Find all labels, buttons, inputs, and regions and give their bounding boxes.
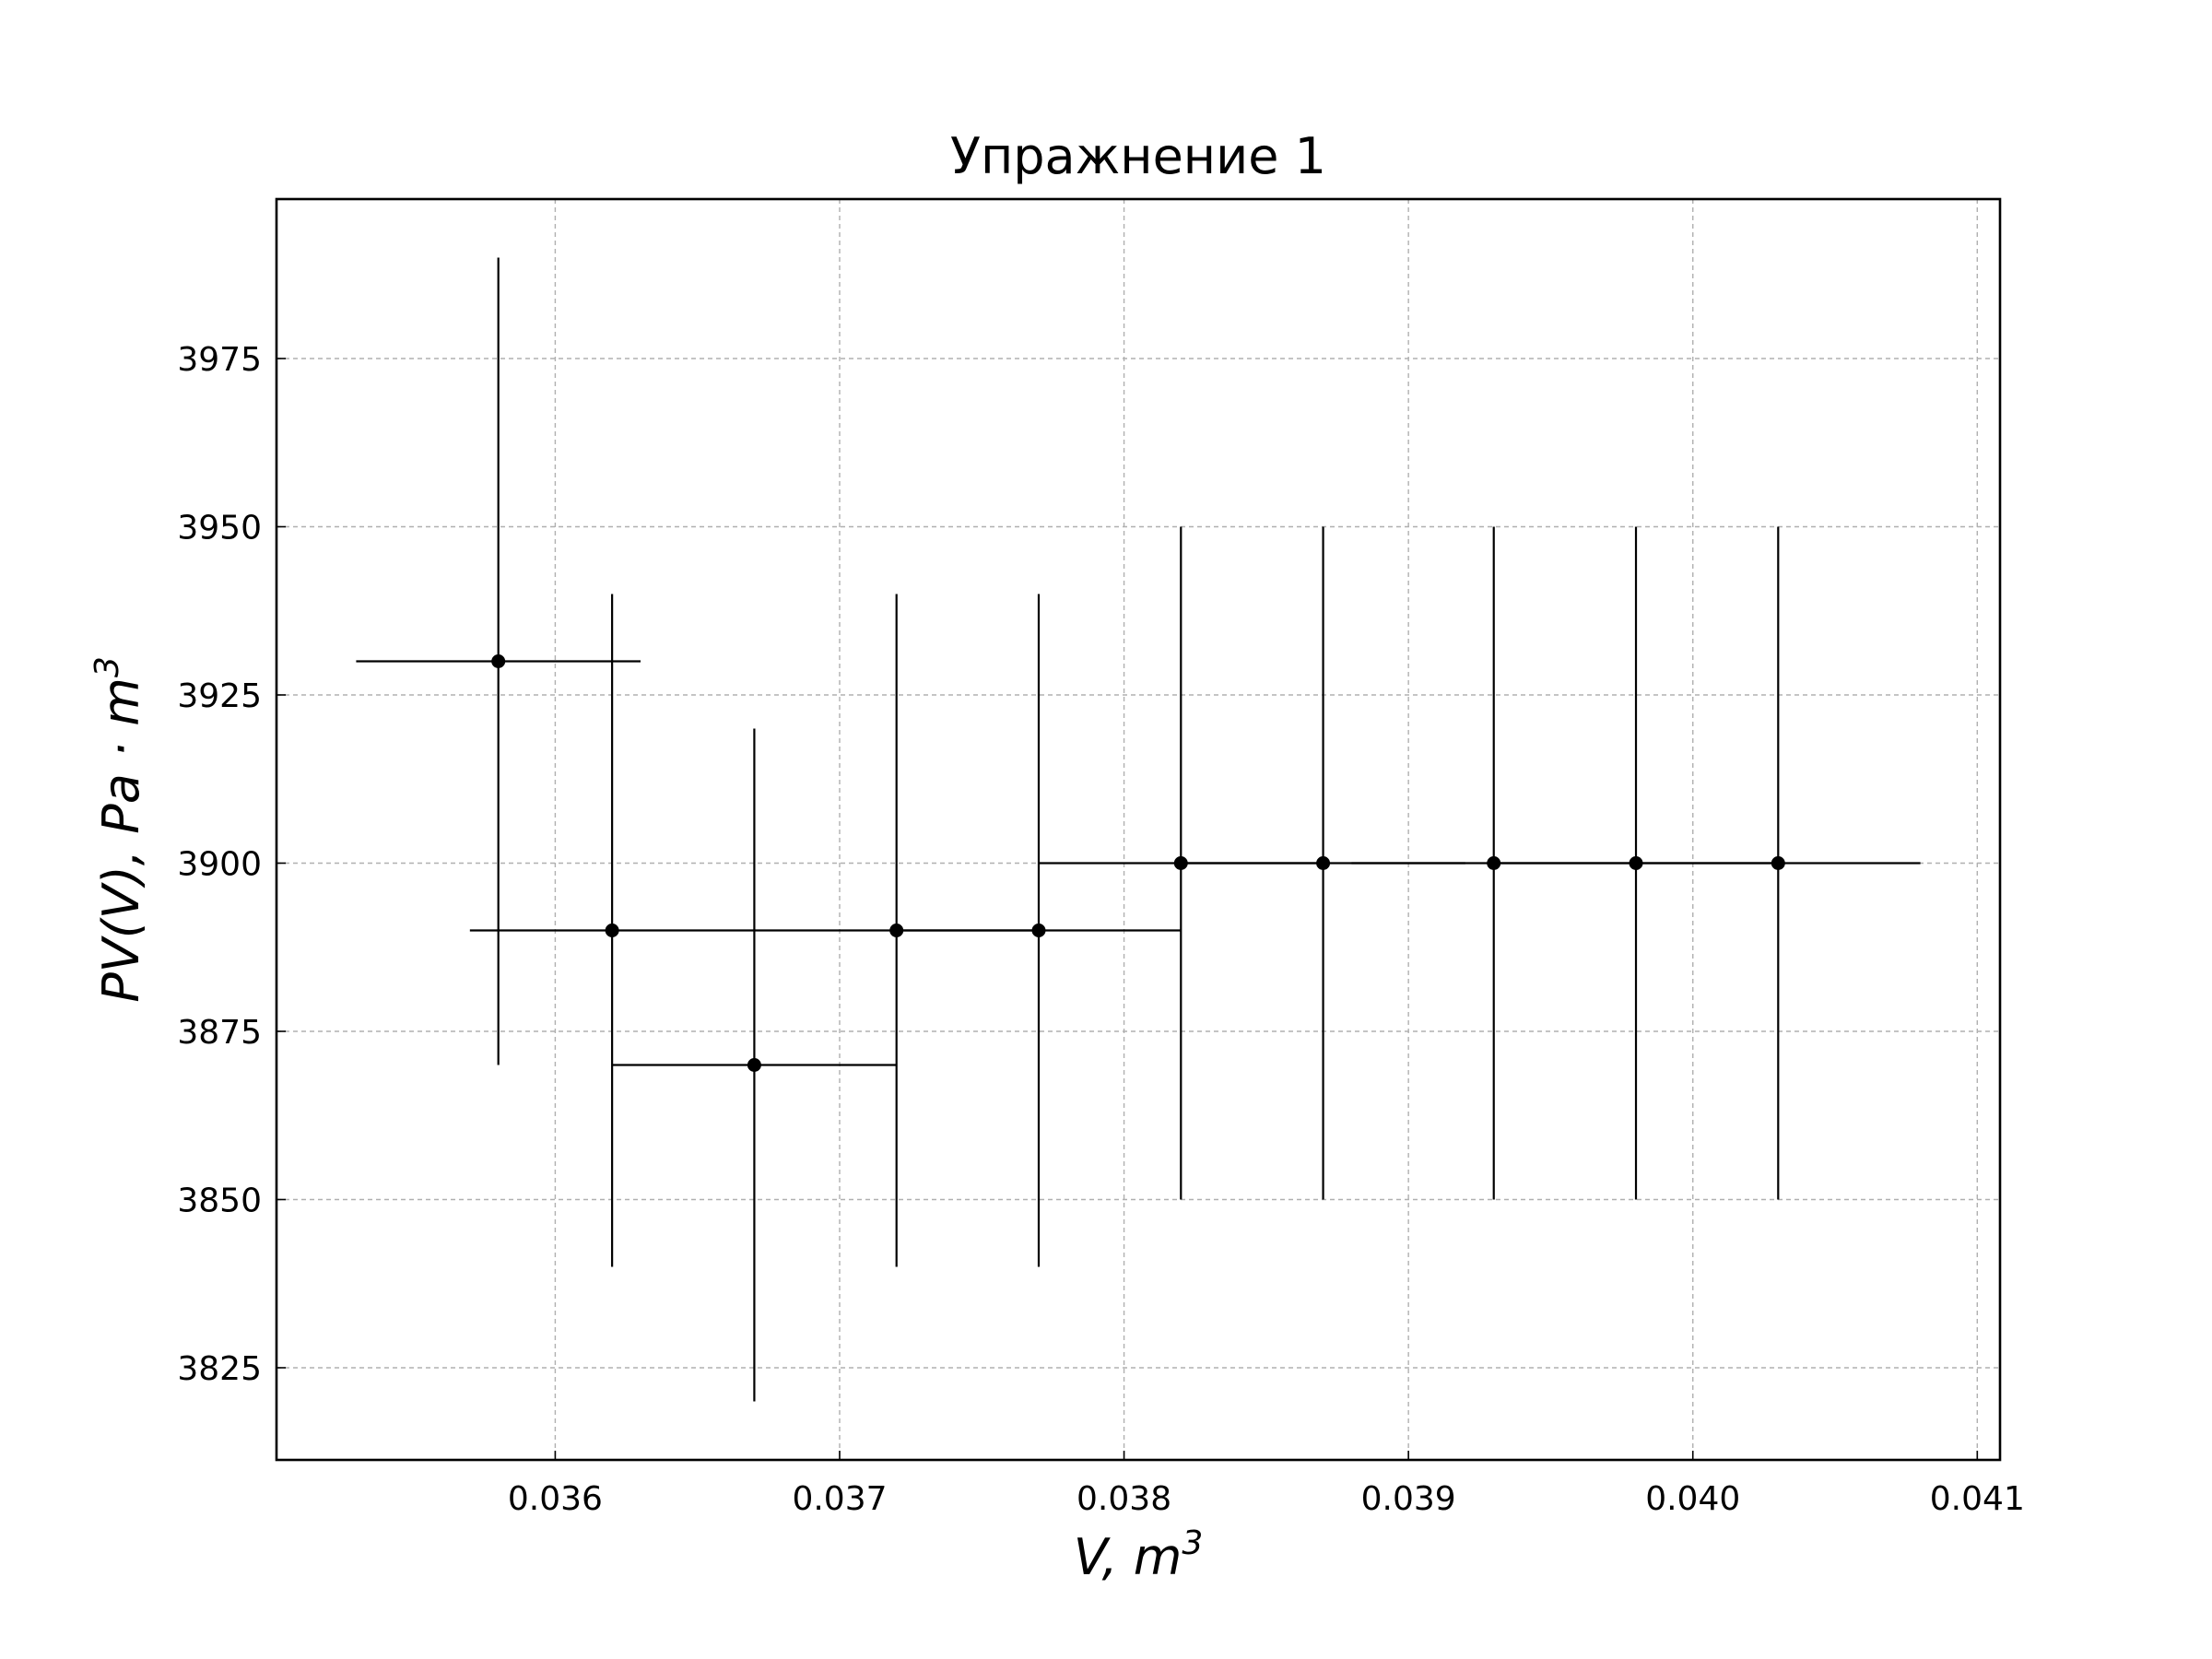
- x-tick-label: 0.037: [792, 1480, 887, 1518]
- data-point: [747, 1057, 761, 1072]
- x-tick-label: 0.040: [1645, 1480, 1740, 1518]
- y-axis-label-superscript: 3: [88, 656, 126, 677]
- x-axis-label: V, m3: [1074, 1524, 1204, 1586]
- x-axis-label-text: V, m: [1074, 1528, 1182, 1586]
- y-tick-label: 3925: [177, 677, 262, 715]
- y-tick-label: 3875: [177, 1014, 262, 1052]
- data-point: [491, 654, 506, 669]
- data-point: [1173, 855, 1188, 870]
- y-tick-label: 3975: [177, 341, 262, 379]
- data-points: [491, 654, 1785, 1072]
- x-tick-label: 0.039: [1361, 1480, 1456, 1518]
- data-point: [605, 923, 619, 937]
- data-point: [1771, 855, 1785, 870]
- data-point: [1629, 855, 1643, 870]
- data-point: [1031, 923, 1046, 937]
- x-tick-label: 0.038: [1077, 1480, 1171, 1518]
- data-point: [1487, 855, 1501, 870]
- y-tick-label: 3950: [177, 510, 262, 547]
- x-axis-label-superscript: 3: [1182, 1524, 1203, 1562]
- data-point: [1316, 855, 1331, 870]
- error-bars: [356, 257, 1921, 1402]
- x-tick-label: 0.036: [508, 1480, 603, 1518]
- y-axis-label: PV(V), Pa · m3: [88, 656, 150, 1003]
- y-tick-label: 3900: [177, 845, 262, 883]
- plot-frame: [275, 197, 2002, 1462]
- ticks: 0.036 0.037 0.038 0.039 0.040 0.041 3825 3850 38…: [177, 341, 2024, 1518]
- y-axis-label-text: PV(V), Pa · m: [92, 677, 150, 1003]
- chart-title: Упражнение 1: [950, 127, 1326, 185]
- x-tick-label: 0.041: [1930, 1480, 2025, 1518]
- grid: [276, 199, 2000, 1460]
- y-tick-label: 3850: [177, 1182, 262, 1219]
- y-tick-label: 3825: [177, 1350, 262, 1388]
- data-point: [889, 923, 904, 937]
